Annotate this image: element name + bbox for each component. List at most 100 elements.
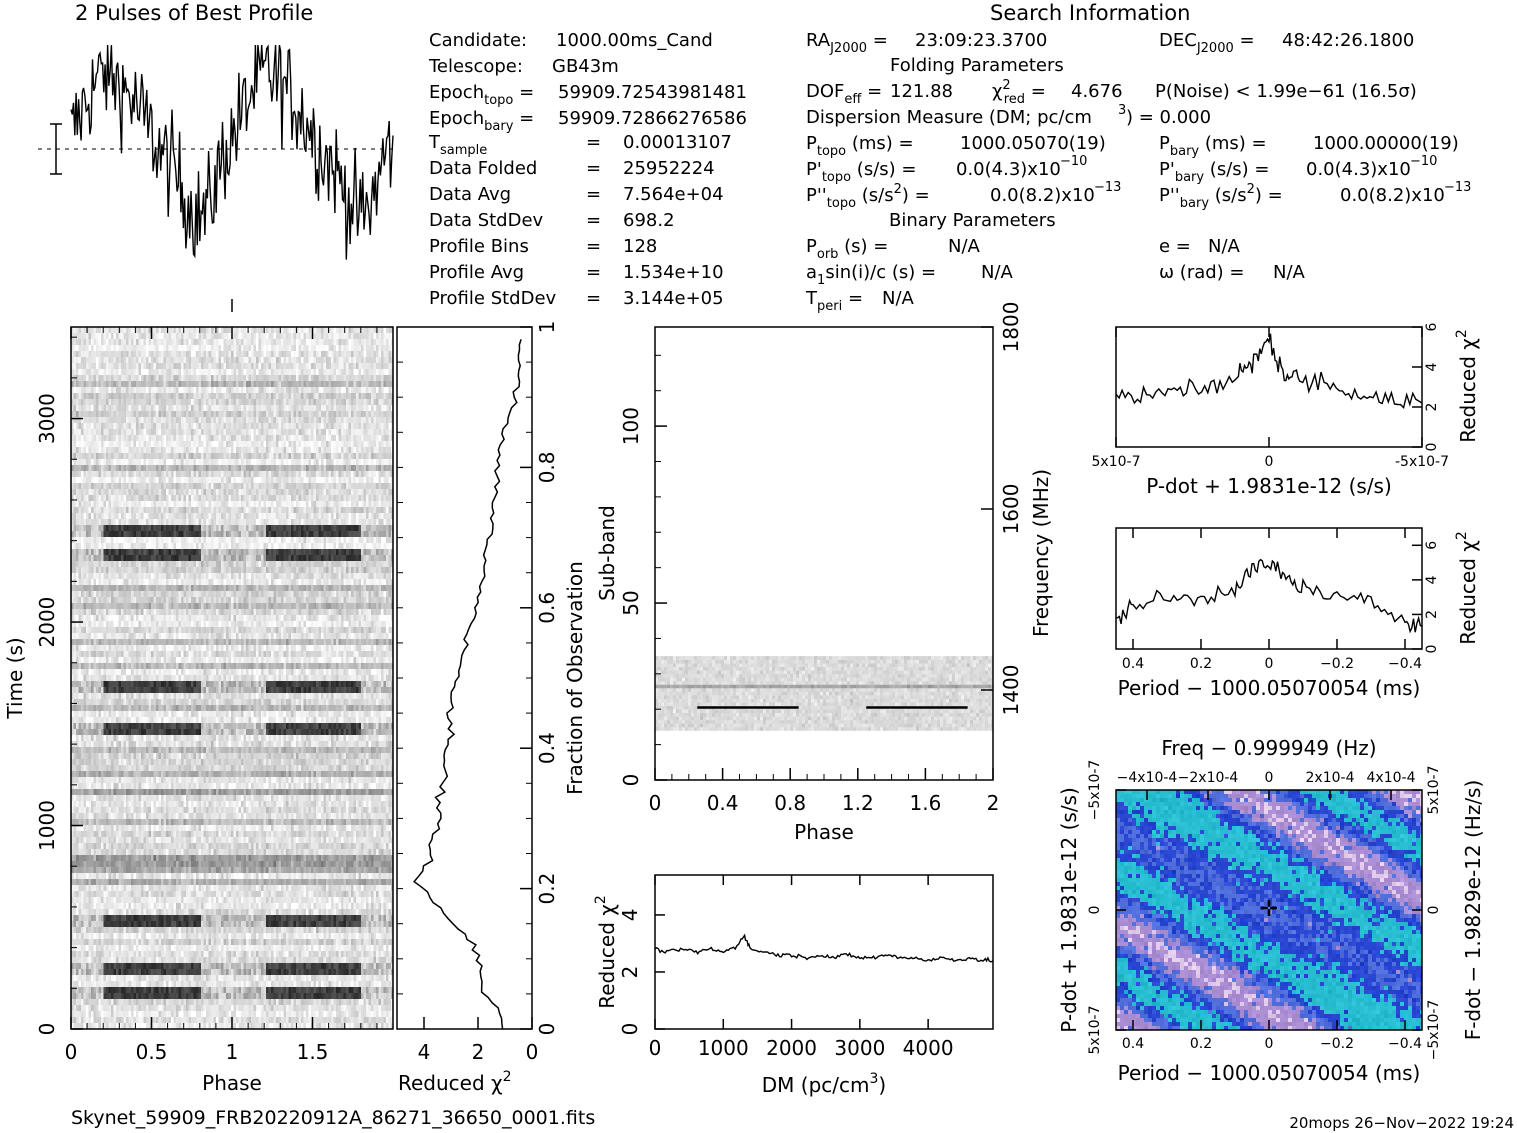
- dm-curve-line: [654, 933, 994, 963]
- profile-stddev-label: Profile StdDev: [429, 288, 557, 309]
- data-stddev-label: Data StdDev: [429, 210, 544, 231]
- pdot-xtick: 0: [1265, 454, 1274, 470]
- p-pdot-y2label: F-dot − 1.9829e-12 (Hz/s): [1461, 780, 1485, 1041]
- dm-ytick: 2: [618, 966, 642, 979]
- profile-bins-value: 128: [623, 236, 657, 257]
- candidate-value: 1000.00ms_Cand: [556, 30, 713, 51]
- ra-label: RAJ2000 =: [806, 30, 888, 56]
- p-pdot-x2tick: 2x10-4: [1306, 770, 1355, 786]
- p-pdot-y2tick: −5x10-7: [1426, 1000, 1442, 1061]
- p-pdot-xtick: −0.2: [1320, 1036, 1354, 1052]
- pdot-ytick: 2: [1424, 403, 1440, 412]
- p-noise: P(Noise) < 1.99e−61 (16.5σ): [1155, 81, 1417, 102]
- svg-text:=: =: [586, 236, 601, 257]
- candidate-label: Candidate:: [429, 30, 527, 51]
- subband-xtick: 1.2: [842, 791, 874, 815]
- pddtopo-value: 0.0(8.2)x10: [990, 185, 1095, 206]
- pdot-panel: 5x10-7 0 -5x10-7 0 2 4 6 P-dot + 1.9831e-12 (s…: [1092, 322, 1480, 498]
- data-stddev-value: 698.2: [623, 210, 675, 231]
- subband-y2tick: 1600: [999, 484, 1023, 535]
- pdbary-exp: −10: [1410, 154, 1437, 169]
- pddtopo-label: P''topo (s/s2) =: [806, 182, 930, 211]
- footer-stamp: 20mops 26−Nov−2022 19:24: [1289, 1114, 1514, 1132]
- data-avg-value: 7.564e+04: [623, 184, 724, 205]
- p-pdot-x2tick: 0: [1265, 770, 1274, 786]
- data-avg-label: Data Avg: [429, 184, 511, 205]
- period-frame: [1115, 527, 1423, 650]
- subband-xtick: 0.4: [707, 791, 739, 815]
- chi2-time-xlabel: Reduced χ2: [398, 1069, 512, 1095]
- period-xtick: −0.2: [1320, 656, 1354, 672]
- telescope-label: Telescope:: [428, 56, 523, 77]
- folding-title: Folding Parameters: [890, 55, 1064, 76]
- p-pdot-ytick: 5x10-7: [1087, 1006, 1103, 1055]
- time-phase-xtick: 0: [65, 1040, 78, 1064]
- p-pdot-xtick: 0: [1265, 1036, 1274, 1052]
- dm-ytick: 0: [618, 1023, 642, 1036]
- svg-text:=: =: [586, 184, 601, 205]
- tsample-value: 0.00013107: [623, 132, 732, 153]
- filename: Skynet_59909_FRB20220912A_86271_36650_00…: [71, 1107, 595, 1129]
- p-pdot-xlabel: Period − 1000.05070054 (ms): [1118, 1061, 1421, 1085]
- p-pdot-x2tick: −2x10-4: [1178, 770, 1239, 786]
- dof-label: DOFeff =: [806, 81, 882, 107]
- period-ytick: 0: [1424, 645, 1440, 654]
- period-xtick: 0.2: [1190, 656, 1212, 672]
- telescope-value: GB43m: [552, 56, 619, 77]
- tsample-label: Tsample: [428, 132, 487, 158]
- e-value: N/A: [1208, 236, 1241, 257]
- tperi-value: N/A: [882, 288, 915, 309]
- subband-y2label: Frequency (MHz): [1029, 469, 1053, 637]
- p-pdot-y2tick: 5x10-7: [1426, 766, 1442, 815]
- dm-label: Dispersion Measure (DM; pc/cm: [806, 107, 1092, 128]
- time-phase-ytick: 2000: [35, 597, 59, 648]
- p-pdot-ytick: −5x10-7: [1087, 760, 1103, 821]
- p-pdot-heatmap: [1116, 790, 1422, 1030]
- epoch-bary-label: Epochbary =: [429, 108, 534, 134]
- subband-xtick: 2: [987, 791, 1000, 815]
- chi2-time-line: [413, 339, 522, 1030]
- chi2-time-xtick: 2: [472, 1040, 485, 1064]
- period-ytick: 4: [1424, 575, 1440, 584]
- p-pdot-ylabel: P-dot + 1.9831e-12 (s/s): [1057, 787, 1081, 1033]
- pdot-frame: [1115, 326, 1423, 448]
- pdot-ytick: 0: [1424, 443, 1440, 452]
- subband-ytick: 0: [619, 774, 643, 787]
- pdbary-value: 0.0(4.3)x10: [1306, 159, 1411, 180]
- dm-xtick: 3000: [834, 1036, 885, 1060]
- binary-title: Binary Parameters: [889, 210, 1056, 231]
- chi2-time-ytick: 1: [535, 321, 559, 334]
- period-xtick: 0.4: [1122, 656, 1144, 672]
- subband-xtick: 0: [649, 791, 662, 815]
- period-ylabel: Reduced χ2: [1454, 531, 1480, 645]
- pbary-label: Pbary (ms) =: [1159, 133, 1267, 159]
- dm-xtick: 0: [649, 1036, 662, 1060]
- time-phase-xtick: 1.5: [297, 1040, 329, 1064]
- dm-ylabel: Reduced χ2: [593, 895, 619, 1009]
- time-phase-heatmap: [71, 327, 393, 1029]
- profile-line: [70, 44, 394, 260]
- dm-ytick: 4: [618, 909, 642, 922]
- best-marker: ✛: [1260, 897, 1278, 922]
- subband-y2tick: 1800: [999, 302, 1023, 353]
- chi2-time-ytick: 0.8: [535, 451, 559, 483]
- porb-value: N/A: [948, 236, 981, 257]
- epoch-topo-label: Epochtopo =: [429, 82, 534, 108]
- profile-stddev-value: 3.144e+05: [623, 288, 724, 309]
- p-pdot-xtick: 0.4: [1122, 1036, 1144, 1052]
- chi2-time-ytick: 0.4: [535, 732, 559, 764]
- chi2-time-ytick: 0.6: [535, 592, 559, 624]
- svg-text:=: =: [586, 288, 601, 309]
- subband-y2tick: 1400: [999, 665, 1023, 716]
- p-pdot-title: Freq − 0.999949 (Hz): [1161, 736, 1376, 760]
- time-phase-ytick: 3000: [35, 393, 59, 444]
- profile-avg-value: 1.534e+10: [623, 262, 724, 283]
- period-xtick: −0.4: [1388, 656, 1422, 672]
- chi2-time-ylabel: Fraction of Observation: [563, 561, 587, 795]
- dm-xtick: 1000: [698, 1036, 749, 1060]
- subband-xlabel: Phase: [794, 820, 854, 844]
- profile-avg-label: Profile Avg: [429, 262, 524, 283]
- period-ytick: 2: [1424, 610, 1440, 619]
